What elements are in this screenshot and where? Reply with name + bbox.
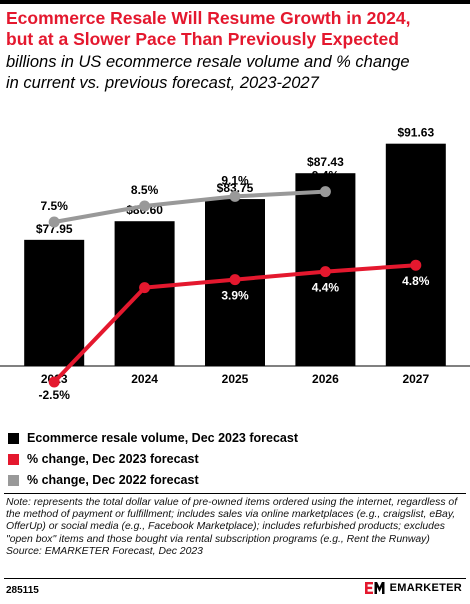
point-label-change-2023-2025: 3.9% <box>221 289 249 303</box>
point-change-2022-2023 <box>48 216 60 228</box>
note-text: Note: represents the total dollar value … <box>6 497 458 545</box>
legend-swatch-change-2023 <box>8 453 19 465</box>
bar-2024 <box>114 221 175 366</box>
point-change-2023-2025 <box>229 274 241 286</box>
source-text: Source: EMARKETER Forecast, Dec 2023 <box>6 545 203 557</box>
point-label-change-2022-2026: 9.4% <box>312 169 340 183</box>
legend-label-change-2023: % change, Dec 2023 forecast <box>27 452 199 466</box>
bar-label-2027: $91.63 <box>397 126 434 140</box>
point-label-change-2022-2023: 7.5% <box>41 199 69 213</box>
legend-item-change-2022: % change, Dec 2022 forecast <box>8 470 463 490</box>
point-label-change-2023-2026: 4.4% <box>312 281 340 295</box>
bar-label-2023: $77.95 <box>36 222 73 236</box>
point-change-2023-2026 <box>319 266 331 278</box>
bar-label-2026: $87.43 <box>307 155 344 169</box>
chart-id: 285115 <box>6 585 39 596</box>
x-tick-label-2025: 2025 <box>222 372 249 386</box>
x-tick-label-2024: 2024 <box>131 372 158 386</box>
legend-swatch-volume <box>8 432 19 444</box>
legend-label-change-2022: % change, Dec 2022 forecast <box>27 473 199 487</box>
top-rule <box>0 0 470 4</box>
series-line-change-2022 <box>53 189 326 224</box>
chart-subtitle: billions in US ecommerce resale volume a… <box>6 53 410 92</box>
legend-item-volume: Ecommerce resale volume, Dec 2023 foreca… <box>8 428 463 448</box>
x-tick-label-2026: 2026 <box>312 372 339 386</box>
footer-divider <box>4 578 466 579</box>
legend-swatch-change-2022 <box>8 474 19 486</box>
point-change-2022-2025 <box>229 190 241 202</box>
chart-title: Ecommerce Resale Will Resume Growth in 2… <box>6 8 411 49</box>
point-label-change-2023-2024: 3.4% <box>131 267 159 281</box>
point-change-2022-2026 <box>319 186 331 198</box>
bar-2023 <box>24 239 85 366</box>
point-change-2023-2023 <box>48 376 60 388</box>
note-block: Note: represents the total dollar value … <box>6 497 466 558</box>
legend-item-change-2023: % change, Dec 2023 forecast <box>8 449 463 469</box>
em-logo-icon <box>364 582 385 594</box>
bar-label-2025: $83.75 <box>217 181 254 195</box>
point-label-change-2022-2025: 9.1% <box>221 173 249 187</box>
legend: Ecommerce resale volume, Dec 2023 foreca… <box>8 428 463 491</box>
chart-plot: $77.95$80.60$83.75$87.43$91.632023202420… <box>0 126 470 402</box>
brand-name: EMARKETER <box>389 582 462 594</box>
note-divider <box>4 493 466 494</box>
point-label-change-2023-2023: -2.5% <box>39 388 71 402</box>
point-change-2022-2024 <box>139 200 151 212</box>
x-tick-label-2027: 2027 <box>402 372 429 386</box>
legend-label-volume: Ecommerce resale volume, Dec 2023 foreca… <box>27 431 298 445</box>
point-change-2023-2027 <box>410 259 422 271</box>
point-label-change-2022-2024: 8.5% <box>131 183 159 197</box>
point-change-2023-2024 <box>139 282 151 294</box>
brand: EMARKETER <box>364 581 462 595</box>
bar-2027 <box>385 143 446 366</box>
point-label-change-2023-2027: 4.8% <box>402 274 430 288</box>
